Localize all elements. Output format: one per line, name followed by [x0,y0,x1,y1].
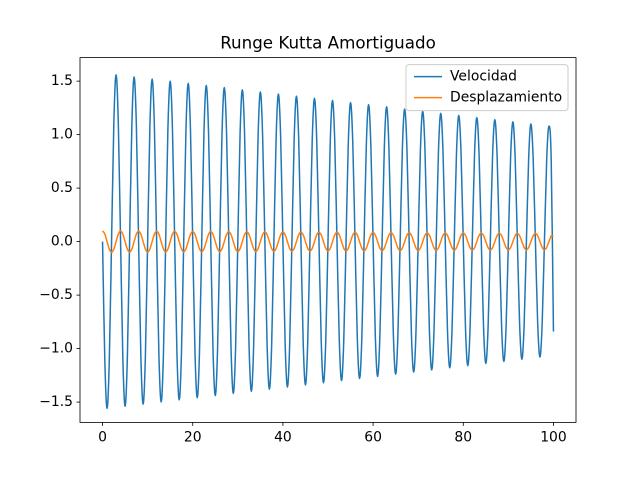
legend-label: Desplazamiento [450,90,562,106]
x-tick-label: 0 [98,429,107,445]
y-tick-label: 0.5 [51,180,73,196]
y-tick-label: −1.5 [39,394,73,410]
y-tick-label: −1.0 [39,341,73,357]
legend-label: Velocidad [450,69,517,85]
chart-title: Runge Kutta Amortiguado [220,33,436,53]
x-tick-label: 60 [364,429,382,445]
y-tick-label: 0.0 [51,234,73,250]
x-tick-label: 80 [454,429,472,445]
x-tick-label: 40 [274,429,292,445]
x-tick-label: 20 [184,429,202,445]
legend-box [405,64,569,112]
series-line [101,230,554,254]
legend: Velocidad Desplazamiento [405,64,569,112]
y-tick-label: 1.0 [51,127,73,143]
y-tick-label: −0.5 [39,287,73,303]
series-line [101,73,555,410]
x-tick-label: 100 [540,429,567,445]
axes-frame [79,57,577,423]
y-tick-label: 1.5 [51,73,73,89]
